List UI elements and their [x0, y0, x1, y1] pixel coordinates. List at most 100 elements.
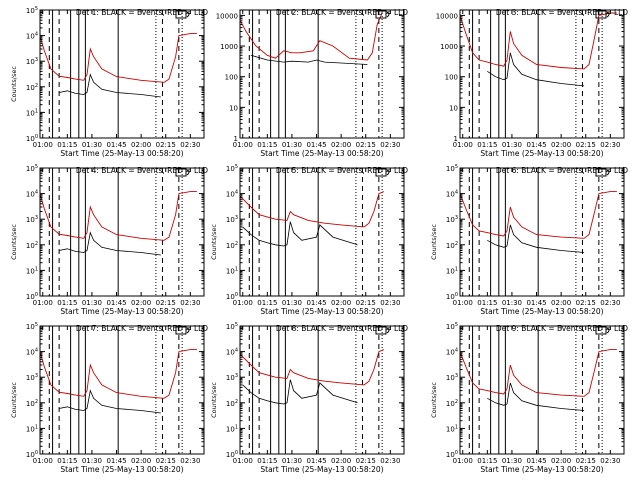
series-events [250, 54, 368, 65]
panel-det-5: 01:00 01:15 01:30 01:45 02:00 02:15 02:30 100 10… [210, 164, 408, 316]
y-tick-label: 103 [226, 373, 238, 382]
y-tick-label: 101 [26, 266, 38, 275]
panel-title: Det 7: BLACK = Events, RED = LLD [76, 324, 208, 333]
x-axis-label: Start Time (25-May-13 00:58:20) [260, 149, 383, 158]
legend-curve-icon [386, 11, 390, 18]
y-axis-label: Counts/sec [210, 224, 218, 260]
series-lld [459, 191, 617, 239]
y-tick-label: 105 [26, 6, 38, 15]
y-tick-label: 100 [446, 292, 458, 301]
y-tick-label: 103 [26, 215, 38, 224]
x-tick-label: 01:45 [526, 141, 546, 149]
x-tick-label: 02:15 [576, 457, 596, 465]
x-tick-label: 02:00 [551, 141, 571, 149]
x-tick-label: 02:30 [180, 299, 200, 307]
x-axis-label: Start Time (25-May-13 00:58:20) [60, 149, 183, 158]
x-tick-label: 01:00 [33, 457, 53, 465]
y-tick-label: 104 [26, 32, 38, 41]
x-tick-label: 02:00 [551, 299, 571, 307]
panel-title: Det 9: BLACK = Events, RED = LLD [496, 324, 628, 333]
panel-det-4: 01:00 01:15 01:30 01:45 02:00 02:15 02:30 100 10… [10, 164, 208, 316]
y-tick-label: 102 [226, 241, 238, 250]
x-tick-label: 02:30 [380, 457, 400, 465]
legend-curve-icon [606, 327, 610, 334]
x-tick-label: 01:45 [306, 141, 326, 149]
x-tick-label: 01:00 [453, 299, 473, 307]
x-tick-label: 01:15 [477, 457, 497, 465]
y-tick-label: 101 [446, 424, 458, 433]
series-lld [39, 349, 197, 399]
y-tick-label: 100 [26, 292, 38, 301]
legend-box-icon [375, 168, 387, 177]
legend-box-icon [175, 10, 187, 19]
series-lld [239, 349, 384, 386]
y-tick-label: 100 [226, 292, 238, 301]
y-tick-label: 10 [449, 104, 458, 112]
y-tick-label: 105 [26, 322, 38, 331]
y-axis-label: Counts/sec [210, 382, 218, 418]
series-lld [459, 12, 617, 70]
x-tick-label: 01:00 [233, 299, 253, 307]
y-tick-label: 101 [226, 266, 238, 275]
plot-frame [239, 167, 405, 297]
panel-det-9: 01:00 01:15 01:30 01:45 02:00 02:15 02:30 100 10… [430, 322, 628, 474]
series-events [487, 52, 585, 87]
legend-box-icon [375, 326, 387, 335]
x-tick-label: 01:30 [82, 299, 102, 307]
legend-box-icon [595, 326, 607, 335]
x-tick-label: 01:45 [306, 299, 326, 307]
y-tick-label: 101 [226, 424, 238, 433]
x-tick-label: 02:30 [600, 141, 620, 149]
x-tick-label: 02:15 [576, 141, 596, 149]
series-events [487, 382, 585, 411]
x-tick-label: 02:15 [156, 299, 176, 307]
y-axis-label: Counts/sec [430, 382, 438, 418]
y-tick-label: 104 [446, 348, 458, 357]
x-axis-label: Start Time (25-May-13 00:58:20) [60, 465, 183, 474]
x-tick-label: 01:00 [33, 141, 53, 149]
legend-curve-icon [606, 11, 610, 18]
x-tick-label: 02:15 [356, 141, 376, 149]
y-tick-label: 100 [446, 450, 458, 459]
panel-title: Det 5: BLACK = Events, RED = LLD [276, 166, 408, 175]
legend-curve-icon [386, 169, 390, 176]
x-tick-label: 01:45 [106, 141, 126, 149]
plot-frame [39, 9, 205, 139]
panel-det-2: 01:00 01:15 01:30 01:45 02:00 02:15 02:30 1 10 10… [216, 8, 409, 158]
y-tick-label: 1000 [440, 43, 458, 51]
panel-title: Det 8: BLACK = Events, RED = LLD [276, 324, 408, 333]
y-tick-label: 105 [446, 164, 458, 173]
panel-det-3: 01:00 01:15 01:30 01:45 02:00 02:15 02:30 1 10 10… [436, 8, 629, 158]
x-tick-label: 01:45 [106, 457, 126, 465]
y-tick-label: 10 [229, 104, 238, 112]
y-axis-label: Counts/sec [430, 224, 438, 260]
x-tick-label: 01:15 [57, 141, 77, 149]
series-events [59, 73, 161, 98]
x-tick-label: 02:00 [131, 299, 151, 307]
panel-det-8: 01:00 01:15 01:30 01:45 02:00 02:15 02:30 100 10… [210, 322, 408, 474]
x-axis-label: Start Time (25-May-13 00:58:20) [260, 307, 383, 316]
y-tick-label: 1 [234, 135, 238, 143]
series-lld [39, 191, 197, 241]
plot-frame [459, 167, 625, 297]
y-tick-label: 100 [445, 74, 458, 82]
y-tick-label: 105 [226, 322, 238, 331]
series-lld [459, 349, 617, 397]
x-tick-label: 02:30 [600, 299, 620, 307]
plot-frame [459, 325, 625, 455]
y-tick-label: 100 [226, 450, 238, 459]
series-events [59, 389, 161, 414]
x-tick-label: 01:15 [257, 141, 277, 149]
y-tick-label: 104 [226, 348, 238, 357]
legend-curve-icon [186, 11, 190, 18]
x-tick-label: 01:45 [306, 457, 326, 465]
x-tick-label: 01:30 [282, 457, 302, 465]
x-axis-label: Start Time (25-May-13 00:58:20) [480, 465, 603, 474]
x-tick-label: 02:00 [331, 141, 351, 149]
x-tick-label: 01:00 [233, 141, 253, 149]
x-tick-label: 02:30 [180, 141, 200, 149]
y-tick-label: 104 [446, 190, 458, 199]
legend-box-icon [375, 10, 387, 19]
y-tick-label: 102 [446, 399, 458, 408]
legend-box-icon [595, 168, 607, 177]
